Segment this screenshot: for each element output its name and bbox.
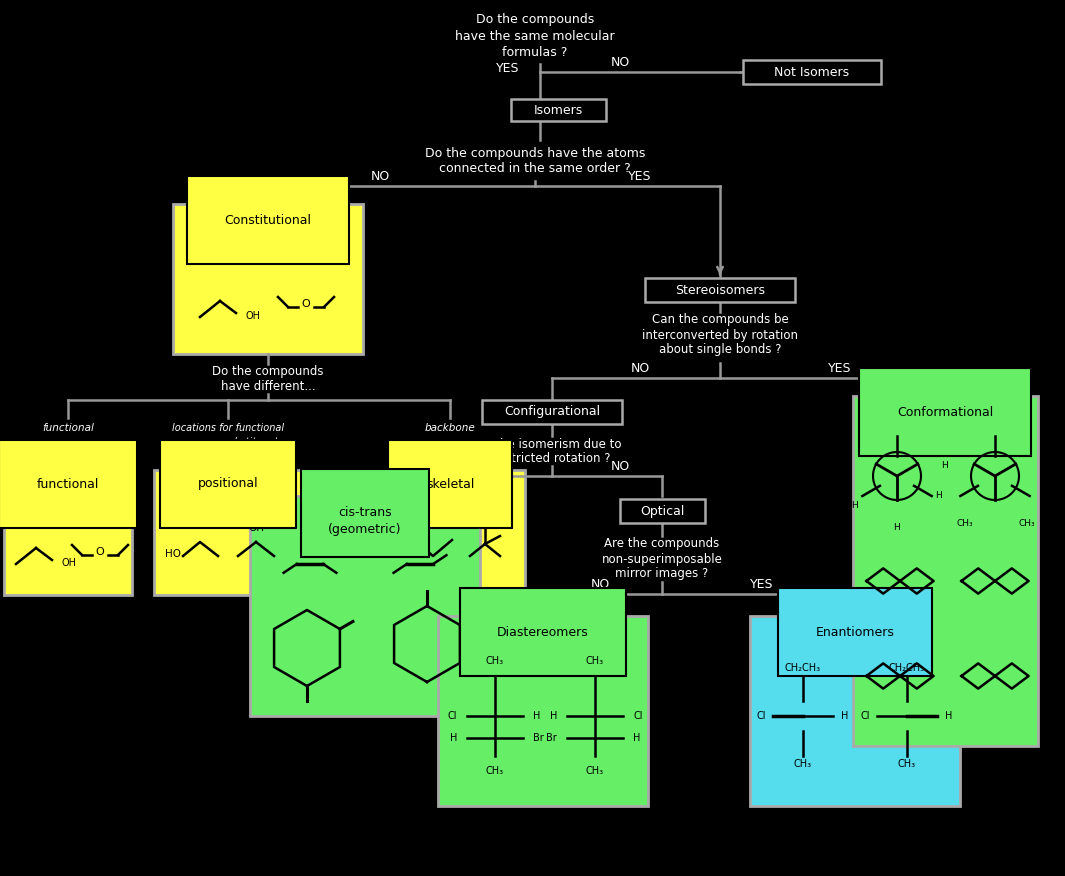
Text: NO: NO <box>371 169 390 182</box>
Text: CH₃: CH₃ <box>586 656 604 666</box>
Text: OH: OH <box>62 558 77 568</box>
FancyBboxPatch shape <box>154 470 302 595</box>
Text: Cl: Cl <box>447 711 457 721</box>
FancyBboxPatch shape <box>645 278 794 302</box>
Text: connected in the same order ?: connected in the same order ? <box>439 163 630 175</box>
Text: CH₃: CH₃ <box>486 766 504 776</box>
Text: H: H <box>449 733 457 743</box>
FancyBboxPatch shape <box>4 470 132 595</box>
Text: about single bonds ?: about single bonds ? <box>659 343 782 357</box>
Text: H: H <box>633 733 640 743</box>
Text: Optical: Optical <box>640 505 684 518</box>
Text: positional: positional <box>198 477 259 491</box>
Text: YES: YES <box>829 362 852 375</box>
Text: NO: NO <box>610 460 629 472</box>
Text: H: H <box>1042 462 1048 470</box>
FancyBboxPatch shape <box>482 400 622 424</box>
Text: Br: Br <box>532 733 544 743</box>
Text: H: H <box>894 524 900 533</box>
Text: YES: YES <box>628 169 652 182</box>
FancyBboxPatch shape <box>743 60 881 84</box>
Text: (geometric): (geometric) <box>328 522 402 535</box>
Text: H: H <box>941 462 948 470</box>
Text: skeletal: skeletal <box>426 477 474 491</box>
Text: have different...: have different... <box>220 380 315 393</box>
Text: H: H <box>550 711 557 721</box>
Text: Configurational: Configurational <box>504 406 600 419</box>
Text: NO: NO <box>610 55 629 68</box>
Text: Br: Br <box>546 733 557 743</box>
Text: CH₃: CH₃ <box>888 421 905 430</box>
Text: locations for functional: locations for functional <box>171 423 284 433</box>
Text: H: H <box>946 711 953 721</box>
Text: CH₃: CH₃ <box>1019 519 1035 528</box>
Text: H: H <box>852 501 858 511</box>
FancyBboxPatch shape <box>250 496 480 716</box>
Text: CH₃: CH₃ <box>956 519 973 528</box>
Text: OH: OH <box>248 523 264 533</box>
Text: CH₃: CH₃ <box>586 766 604 776</box>
Text: YES: YES <box>496 61 520 74</box>
Text: restricted rotation ?: restricted rotation ? <box>493 453 610 465</box>
FancyBboxPatch shape <box>750 616 960 806</box>
FancyBboxPatch shape <box>173 204 363 354</box>
Text: H: H <box>841 711 849 721</box>
Text: Cl: Cl <box>756 711 766 721</box>
Text: CH₃: CH₃ <box>793 759 812 769</box>
Text: functional: functional <box>37 477 99 491</box>
Text: Not Isomers: Not Isomers <box>774 66 850 79</box>
Text: groups: groups <box>50 437 86 447</box>
Text: formulas ?: formulas ? <box>503 46 568 59</box>
Text: non-superimposable: non-superimposable <box>602 553 722 566</box>
Text: O: O <box>301 299 310 309</box>
Text: Diastereomers: Diastereomers <box>497 625 589 639</box>
Text: O: O <box>96 547 104 557</box>
Text: mirror images ?: mirror images ? <box>616 568 708 581</box>
Text: Stereoisomers: Stereoisomers <box>675 284 765 296</box>
Text: NO: NO <box>590 577 609 590</box>
Text: YES: YES <box>905 384 929 397</box>
Text: groups or substituents: groups or substituents <box>173 437 283 447</box>
Text: Conformational: Conformational <box>897 406 994 419</box>
Text: YES: YES <box>750 577 774 590</box>
Text: Cl: Cl <box>861 711 870 721</box>
FancyBboxPatch shape <box>510 99 606 121</box>
Text: HO: HO <box>165 549 181 559</box>
Text: YES: YES <box>448 460 472 472</box>
Text: Constitutional: Constitutional <box>225 214 311 227</box>
Text: NO: NO <box>630 362 650 375</box>
FancyBboxPatch shape <box>375 470 525 595</box>
Text: CH₂CH₃: CH₂CH₃ <box>785 663 821 673</box>
Text: Do the compounds: Do the compounds <box>476 13 594 26</box>
Text: Enantiomers: Enantiomers <box>816 625 895 639</box>
Text: Can the compounds be: Can the compounds be <box>652 314 788 327</box>
Text: cis-trans: cis-trans <box>339 506 392 519</box>
Text: Are the compounds: Are the compounds <box>604 538 720 550</box>
Text: Isomers: Isomers <box>534 103 583 117</box>
Text: CH₃: CH₃ <box>898 759 916 769</box>
Text: interconverted by rotation: interconverted by rotation <box>642 328 798 342</box>
Text: Cl: Cl <box>633 711 642 721</box>
Text: H: H <box>532 711 540 721</box>
Text: CH₃: CH₃ <box>486 656 504 666</box>
Text: CH₂CH₃: CH₂CH₃ <box>889 663 925 673</box>
Text: Do the compounds: Do the compounds <box>212 365 324 378</box>
FancyBboxPatch shape <box>852 396 1037 746</box>
Text: H: H <box>936 491 943 500</box>
Text: Is the isomerism due to: Is the isomerism due to <box>482 437 622 450</box>
Text: have the same molecular: have the same molecular <box>455 30 615 43</box>
Text: OH: OH <box>246 311 261 321</box>
FancyBboxPatch shape <box>620 499 705 523</box>
FancyBboxPatch shape <box>438 616 648 806</box>
Text: backbone: backbone <box>425 423 475 433</box>
Text: functional: functional <box>42 423 94 433</box>
Text: Do the compounds have the atoms: Do the compounds have the atoms <box>425 146 645 159</box>
Text: H: H <box>992 421 998 430</box>
